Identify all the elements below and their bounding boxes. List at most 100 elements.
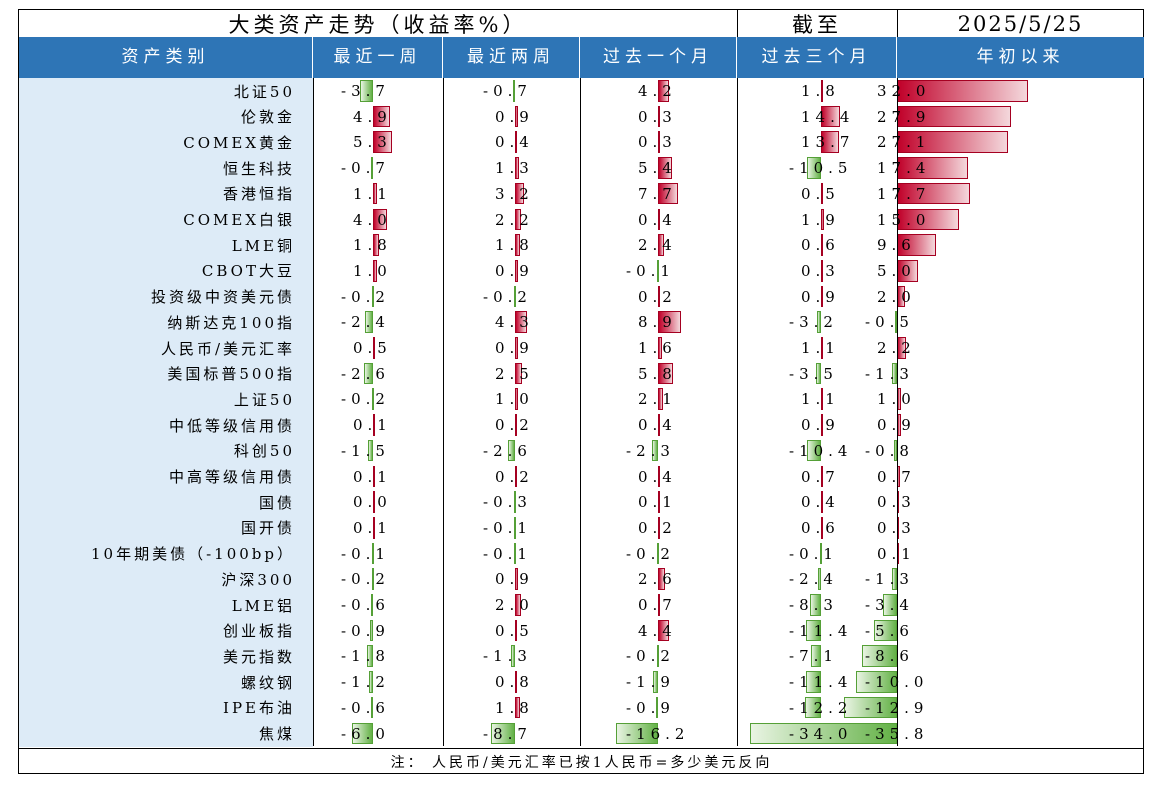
- value-bar: [367, 439, 373, 462]
- value-label: 1.8: [801, 82, 840, 100]
- row-name: 中低等级信用债: [19, 412, 313, 439]
- value-label: -1.3: [865, 570, 914, 589]
- row-name: 美国标普500指: [19, 360, 313, 387]
- value-bar: [370, 594, 373, 616]
- value-label: -10.0: [865, 673, 929, 692]
- value-bar: [891, 568, 897, 590]
- value-label: -2.3: [626, 441, 675, 460]
- value-bar: [373, 491, 375, 513]
- value-bar: [658, 568, 665, 590]
- value-bar: [861, 645, 897, 668]
- value-label: -0.9: [341, 621, 390, 640]
- value-label: 4.9: [353, 107, 392, 126]
- value-label: 8.9: [638, 313, 677, 332]
- value-bar: [874, 619, 897, 642]
- value-bar: [373, 105, 391, 128]
- value-label: 1.8: [495, 698, 534, 717]
- value-label: 0.4: [801, 493, 840, 512]
- value-label: 2.6: [638, 570, 677, 589]
- value-bar: [490, 722, 515, 745]
- value-label: 1.0: [353, 261, 392, 280]
- asset-returns-table: 大类资产走势（收益率%） 截至 2025/5/25 注： 人民币/美元汇率已按1…: [18, 9, 1144, 774]
- value-label: -0.2: [341, 570, 390, 589]
- value-label: 0.8: [495, 673, 534, 692]
- value-bar: [511, 645, 515, 668]
- value-bar: [368, 671, 373, 693]
- value-bar: [372, 542, 374, 565]
- value-bar: [844, 696, 897, 719]
- value-label: 17.4: [877, 159, 931, 178]
- value-label: 1.0: [495, 390, 534, 409]
- value-label: -8.3: [789, 596, 838, 614]
- value-bar: [805, 619, 821, 642]
- value-label: -8.7: [483, 724, 532, 743]
- value-label: -11.4: [789, 673, 853, 692]
- value-label: -0.2: [341, 390, 390, 409]
- value-label: -0.2: [341, 287, 390, 306]
- row-name: COMEX黄金: [19, 129, 313, 156]
- value-label: -10.5: [789, 159, 853, 178]
- value-label: -2.4: [789, 570, 838, 589]
- value-label: 2.2: [495, 210, 534, 229]
- column-divider: [313, 78, 314, 747]
- value-label: -16.2: [626, 724, 690, 743]
- value-label: -11.4: [789, 621, 853, 640]
- value-label: 2.1: [638, 390, 677, 409]
- value-bar: [658, 157, 673, 179]
- value-bar: [655, 696, 658, 719]
- value-label: 0.3: [877, 518, 916, 537]
- value-label: 2.5: [495, 364, 534, 383]
- value-bar: [373, 182, 377, 205]
- value-label: -0.2: [626, 647, 675, 666]
- value-bar: [821, 259, 823, 282]
- value-bar: [821, 285, 823, 308]
- row-name: 创业板指: [19, 617, 313, 644]
- value-label: 0.9: [495, 339, 534, 357]
- value-bar: [806, 157, 821, 179]
- row-name: LME铜: [19, 232, 313, 259]
- value-label: -1.5: [341, 441, 390, 460]
- value-bar: [653, 671, 658, 693]
- value-bar: [515, 208, 522, 231]
- value-label: 0.4: [495, 133, 534, 152]
- value-label: 4.0: [353, 210, 392, 229]
- value-bar: [372, 285, 374, 308]
- value-bar: [658, 337, 663, 359]
- header-1w: 最近一周: [313, 37, 443, 78]
- value-label: -0.6: [341, 596, 390, 614]
- value-label: 1.0: [877, 390, 916, 409]
- value-label: 14.4: [801, 107, 855, 126]
- value-label: 1.1: [801, 339, 840, 357]
- value-label: -0.3: [483, 493, 532, 512]
- value-bar: [750, 722, 897, 745]
- value-label: 27.9: [877, 107, 931, 126]
- value-bar: [658, 105, 660, 128]
- row-name: 伦敦金: [19, 103, 313, 130]
- value-bar: [821, 234, 823, 256]
- value-label: 0.3: [877, 493, 916, 512]
- value-bar: [373, 465, 375, 488]
- value-bar: [893, 439, 897, 462]
- value-label: -3.7: [341, 82, 390, 100]
- row-name: 焦煤: [19, 720, 313, 747]
- value-label: -5.6: [865, 621, 914, 640]
- value-bar: [816, 362, 821, 385]
- value-bar: [352, 722, 373, 745]
- value-bar: [821, 105, 841, 128]
- value-label: -1.8: [341, 647, 390, 666]
- value-label: 0.2: [638, 518, 677, 537]
- value-label: 0.7: [638, 596, 677, 614]
- value-bar: [373, 516, 375, 539]
- value-label: 0.5: [495, 621, 534, 640]
- value-label: 0.0: [353, 493, 392, 512]
- row-name: 恒生科技: [19, 155, 313, 182]
- row-name: COMEX白银: [19, 206, 313, 233]
- value-bar: [821, 516, 823, 539]
- value-label: -0.1: [483, 544, 532, 563]
- value-label: -0.2: [483, 287, 532, 306]
- value-label: 0.1: [353, 416, 392, 435]
- value-bar: [658, 594, 660, 616]
- value-label: 3.2: [495, 184, 534, 203]
- value-bar: [658, 516, 660, 539]
- value-label: 32.0: [877, 82, 931, 100]
